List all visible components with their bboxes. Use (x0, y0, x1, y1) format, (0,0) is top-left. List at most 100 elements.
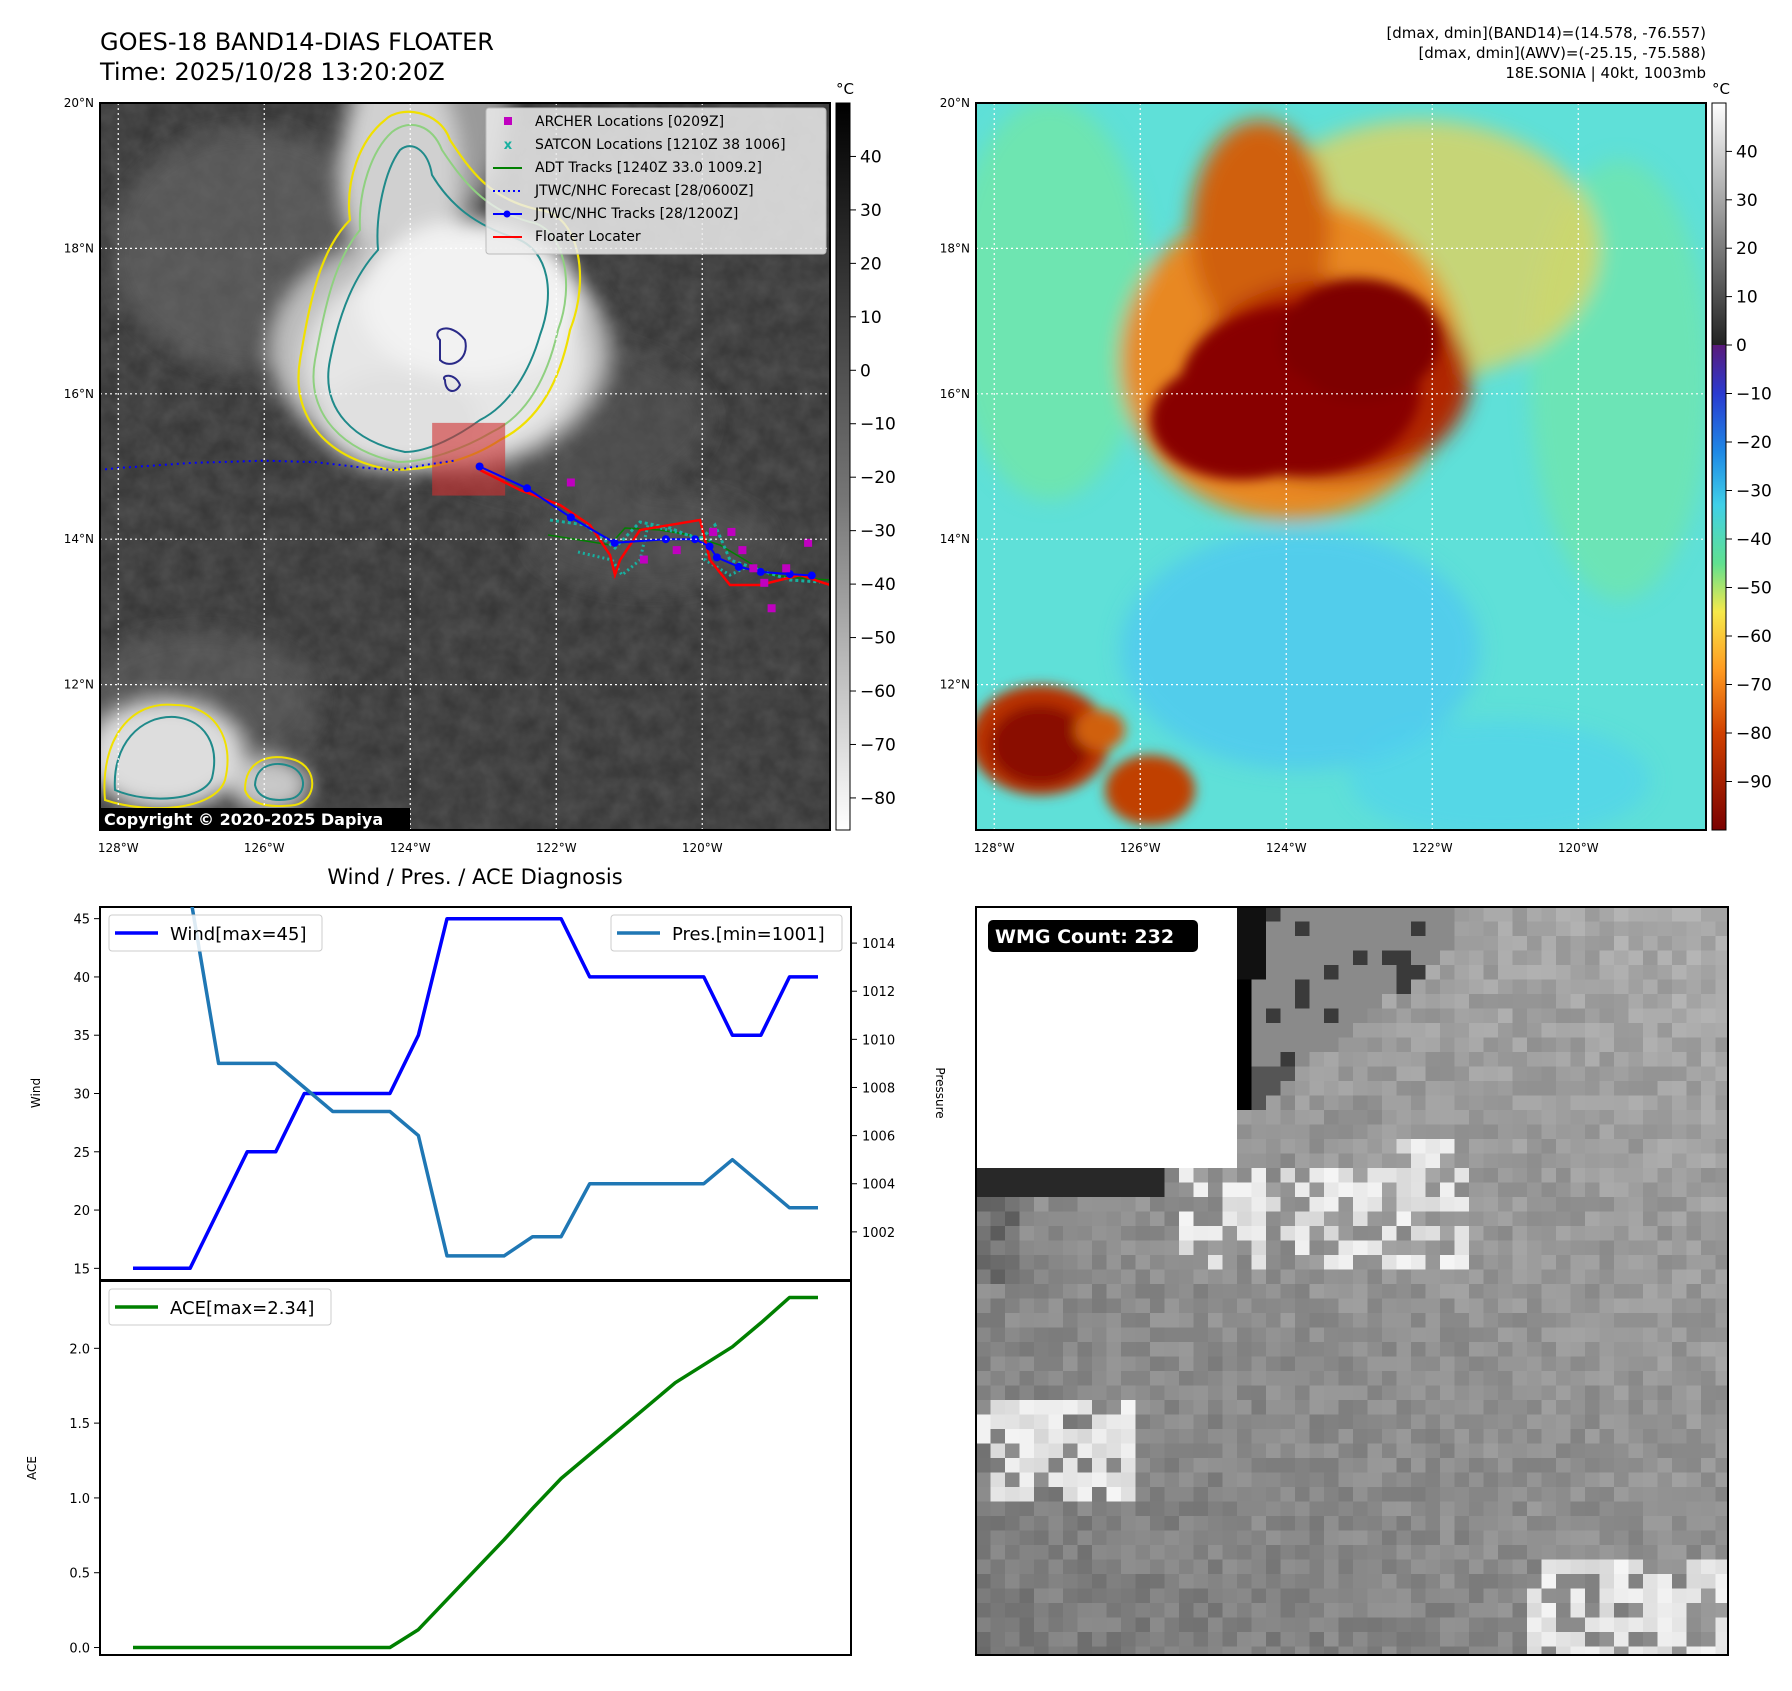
archer-location-point (749, 564, 758, 573)
jtwc-track-point (523, 484, 532, 493)
jtwc-best-track (479, 465, 812, 577)
archer-location-point (639, 555, 648, 564)
pressure-ytick-label: 1008 (862, 1081, 895, 1096)
lon-tick-label: 120°W (682, 841, 723, 855)
legend-label-archer: ARCHER Locations [0209Z] (535, 114, 724, 130)
ace-ytick-label: 0.5 (69, 1567, 90, 1582)
floater-locater-track (479, 468, 830, 587)
wind-ytick-label: 35 (73, 1029, 90, 1044)
ir-colorbar-unit: °C (836, 80, 854, 98)
wind-ytick-label: 30 (73, 1088, 90, 1103)
archer-location-point (804, 538, 813, 547)
pressure-ytick-label: 1004 (862, 1178, 895, 1193)
jtwc-track-point (690, 535, 699, 544)
pressure-ytick-label: 1002 (862, 1226, 895, 1241)
awv-colorbar-tick-label: 40 (1736, 142, 1758, 162)
archer-location-point (566, 478, 575, 487)
archer-location-point (727, 527, 736, 536)
lat-tick-label: 16°N (64, 387, 94, 401)
awv-colorbar-bottom (1712, 345, 1726, 830)
lat-tick-label: 12°N (940, 678, 970, 692)
ace-legend: ACE[max=2.34] (108, 1288, 332, 1326)
jtwc-track-point (475, 462, 484, 471)
archer-location-point (738, 546, 747, 555)
lat-tick-label: 16°N (940, 387, 970, 401)
lat-tick-label: 14°N (940, 532, 970, 546)
awv-colorbar-tick-label: −50 (1736, 579, 1772, 599)
awv-colorbar-tick-label: −80 (1736, 724, 1772, 744)
wind-legend: Wind[max=45] (108, 914, 323, 952)
jtwc-track-point (712, 553, 721, 562)
pressure-ylabel: Pressure (933, 1067, 947, 1118)
pressure-ytick-label: 1006 (862, 1130, 895, 1145)
legend-marker-satcon: x (504, 138, 513, 153)
wind-ylabel: Wind (29, 1078, 43, 1108)
lat-tick-label: 18°N (64, 241, 94, 255)
ace-ylabel: ACE (25, 1456, 39, 1480)
ir-colorbar-tick-label: −30 (860, 522, 896, 542)
ir-colorbar-tick-label: −40 (860, 575, 896, 595)
archer-location-point (767, 604, 776, 613)
ace-series-line (133, 1295, 818, 1650)
pressure-legend: Pres.[min=1001] (610, 914, 843, 952)
awv-colorbar-tick-label: −10 (1736, 385, 1772, 405)
diagnosis-title: Wind / Pres. / ACE Diagnosis (327, 865, 622, 889)
awv-colorbar-tick-label: −30 (1736, 482, 1772, 502)
legend-marker-archer (504, 117, 512, 125)
figure-title-line2: Time: 2025/10/28 13:20:20Z (99, 58, 445, 86)
jtwc-track-point (610, 538, 619, 547)
lon-tick-label: 128°W (98, 841, 139, 855)
lat-tick-label: 14°N (64, 532, 94, 546)
awv-gridlines (976, 103, 1706, 830)
lon-tick-label: 126°W (1120, 841, 1161, 855)
wind-ytick-label: 40 (73, 971, 90, 986)
archer-location-point (782, 564, 791, 573)
awv-colorbar-top (1712, 103, 1726, 345)
wind-series-line (133, 916, 818, 1271)
awv-colorbar-tick-label: −40 (1736, 530, 1772, 550)
ir-colorbar-tick-label: −10 (860, 415, 896, 435)
info-line3: 18E.SONIA | 40kt, 1003mb (1505, 64, 1706, 82)
info-line2: [dmax, dmin](AWV)=(-25.15, -75.588) (1418, 44, 1706, 62)
ir-colorbar-tick-label: 40 (860, 147, 882, 167)
jtwc-track-point (566, 513, 575, 522)
legend-marker-jtwc-track (503, 210, 511, 218)
lat-tick-label: 20°N (64, 96, 94, 110)
ir-colorbar-tick-label: −80 (860, 789, 896, 809)
ace-ytick-label: 1.0 (69, 1492, 90, 1507)
awv-colorbar-tick-label: −70 (1736, 676, 1772, 696)
wind-pressure-chart: 15 20 25 30 35 40 45 1002 1004 1006 1008 1010 1012 1… (29, 906, 947, 1281)
awv-colorbar-unit: °C (1712, 80, 1730, 98)
wind-ytick-label: 45 (73, 913, 90, 928)
ace-ytick-label: 2.0 (69, 1342, 90, 1357)
ir-map: Copyright © 2020-2025 Dapiya ARCHER Loca… (64, 80, 896, 855)
wind-ytick-label: 15 (73, 1262, 90, 1277)
wind-ytick-label: 20 (73, 1204, 90, 1219)
ir-cloud-field (100, 103, 770, 813)
jtwc-track-point (734, 562, 743, 571)
ir-colorbar (835, 102, 851, 831)
ir-colorbar-tick-label: 30 (860, 201, 882, 221)
ace-ytick-label: 0.0 (69, 1642, 90, 1657)
archer-location-point (672, 546, 681, 555)
ir-colorbar-tick-label: 20 (860, 254, 882, 274)
pressure-ytick-label: 1012 (862, 985, 895, 1000)
wind-ytick-label: 25 (73, 1146, 90, 1161)
jtwc-forecast-track (100, 459, 455, 472)
ir-colorbar-tick-label: −20 (860, 468, 896, 488)
jtwc-track-point (807, 571, 816, 580)
legend-label-jtwc-track: JTWC/NHC Tracks [28/1200Z] (534, 206, 738, 222)
wmg-count-label: WMG Count: 232 (995, 926, 1174, 948)
legend-label-adt: ADT Tracks [1240Z 33.0 1009.2] (535, 160, 762, 176)
legend-label-satcon: SATCON Locations [1210Z 38 1006] (535, 137, 786, 153)
pressure-legend-label: Pres.[min=1001] (672, 924, 825, 945)
lon-tick-label: 126°W (244, 841, 285, 855)
ir-colorbar-tick-label: −70 (860, 735, 896, 755)
lat-tick-label: 20°N (940, 96, 970, 110)
lon-tick-label: 120°W (1558, 841, 1599, 855)
pressure-ytick-label: 1010 (862, 1033, 895, 1048)
info-line1: [dmax, dmin](BAND14)=(14.578, -76.557) (1386, 24, 1706, 42)
copyright-text: Copyright © 2020-2025 Dapiya (104, 810, 383, 829)
awv-colorbar-tick-label: −90 (1736, 773, 1772, 793)
